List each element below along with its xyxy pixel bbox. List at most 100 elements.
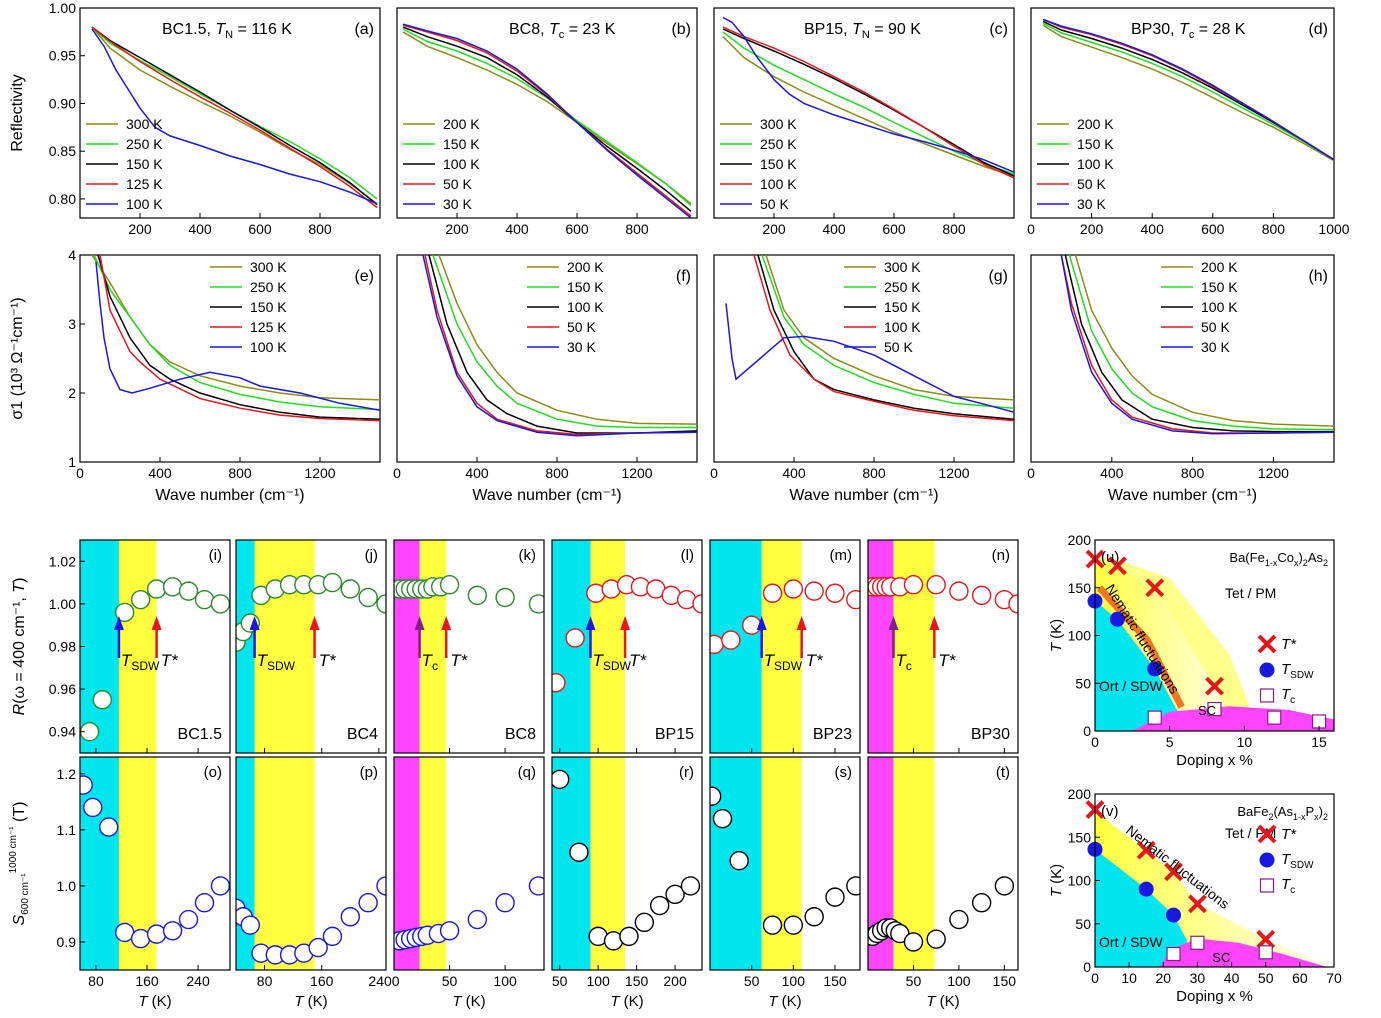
y-axis-label: T (K) bbox=[1048, 619, 1065, 652]
y-tick-label: 0.96 bbox=[49, 681, 76, 697]
x-tick-label: 800 bbox=[308, 221, 332, 237]
x-axis-label: T (K) bbox=[610, 993, 643, 1010]
text-part: Co bbox=[1277, 550, 1294, 565]
legend-label: TSDW bbox=[1281, 661, 1314, 681]
legend-label: 50 K bbox=[443, 176, 472, 192]
series-line bbox=[95, 261, 380, 412]
markers bbox=[394, 575, 544, 614]
text-part: x bbox=[1314, 812, 1319, 822]
y-tick-label: 1.0 bbox=[57, 878, 77, 894]
x-tick-label: 600 bbox=[565, 221, 589, 237]
data-point bbox=[804, 907, 824, 927]
x-tick-label: 0 bbox=[1091, 970, 1099, 986]
data-point bbox=[825, 887, 845, 907]
tstar-marker bbox=[1145, 578, 1165, 598]
legend-label: 30 K bbox=[567, 339, 596, 355]
series-line bbox=[91, 255, 380, 401]
panel-title: BC8, Tc = 23 K bbox=[509, 21, 616, 41]
x-axis-label: Doping x % bbox=[1176, 752, 1253, 769]
text-part: SDW bbox=[774, 659, 803, 673]
phase-band bbox=[254, 757, 315, 970]
arrow-head bbox=[249, 616, 260, 630]
markers bbox=[868, 876, 1015, 952]
y-tick-label: 100 bbox=[1068, 873, 1092, 889]
x-tick-label: 800 bbox=[862, 465, 886, 481]
x-tick-label: 200 bbox=[1080, 221, 1104, 237]
x-tick-label: 600 bbox=[882, 221, 906, 237]
arrow-label: TSDW bbox=[764, 651, 803, 673]
data-point bbox=[83, 797, 103, 818]
legend-label: 300 K bbox=[126, 116, 163, 132]
x-tick-label: 600 bbox=[248, 221, 272, 237]
legend-label: 250 K bbox=[250, 279, 287, 295]
arrow-head bbox=[796, 616, 807, 630]
tc-marker bbox=[1166, 946, 1181, 962]
x-axis-label: T (K) bbox=[294, 993, 327, 1010]
x-tick-label: 800 bbox=[545, 465, 569, 481]
panel-label: (i) bbox=[209, 547, 222, 564]
legend-tstar bbox=[1257, 634, 1277, 654]
y-tick-label: 1.02 bbox=[49, 553, 76, 569]
x-tick-label: 1200 bbox=[1258, 465, 1289, 481]
text-part: T bbox=[422, 651, 434, 670]
phase-band bbox=[394, 540, 420, 753]
x-tick-label: 0 bbox=[1027, 465, 1035, 481]
x-tick-label: 150 bbox=[625, 973, 649, 989]
panel-m: (m) BP23 TSDW T* bbox=[709, 539, 861, 754]
text-part: T bbox=[294, 993, 305, 1010]
markers bbox=[394, 876, 544, 951]
arrow-label: TSDW bbox=[121, 651, 160, 673]
data-point bbox=[376, 594, 386, 614]
text-part: T bbox=[452, 993, 463, 1010]
x-tick-label: 1000 bbox=[1318, 221, 1349, 237]
text-part: c bbox=[1189, 29, 1195, 41]
text-part: (As bbox=[1273, 804, 1293, 819]
x-tick-label: 100 bbox=[947, 973, 971, 989]
panel-j: (j) BC4 TSDW T* bbox=[235, 539, 387, 754]
data-point bbox=[467, 909, 488, 930]
markers bbox=[710, 786, 860, 935]
panel-label: (t) bbox=[996, 764, 1010, 781]
sample-label: BP30 bbox=[971, 726, 1010, 743]
x-tick-label: 150 bbox=[823, 973, 847, 989]
series-line bbox=[432, 255, 697, 429]
x-tick-label: 200 bbox=[445, 221, 469, 237]
plot-frame bbox=[79, 7, 381, 219]
text-part: 2 bbox=[1268, 812, 1273, 822]
data-point bbox=[783, 579, 804, 599]
x-tick-label: 60 bbox=[1292, 970, 1308, 986]
markers bbox=[552, 769, 701, 951]
data-point bbox=[903, 932, 924, 952]
series-group bbox=[722, 16, 1014, 179]
y-tick-label: 3 bbox=[68, 316, 76, 332]
plot-frame bbox=[235, 756, 387, 971]
text-part: 2 bbox=[1303, 558, 1308, 568]
text-part: T* bbox=[806, 651, 824, 670]
text-part: (K) bbox=[1048, 864, 1065, 888]
series-line bbox=[91, 28, 378, 205]
text-part: SDW bbox=[131, 659, 160, 673]
series-line bbox=[402, 26, 692, 212]
text-part: c bbox=[1290, 885, 1295, 896]
legend-label: 150 K bbox=[126, 156, 163, 172]
text-part: T bbox=[610, 993, 621, 1010]
text-part: SDW bbox=[603, 659, 632, 673]
text-part: Ba(Fe bbox=[1229, 550, 1264, 565]
data-point bbox=[926, 929, 946, 949]
arrow-label: TSDW bbox=[257, 651, 296, 673]
y-axis-label: σ1 (10³ Ω⁻¹cm⁻¹) bbox=[9, 297, 26, 419]
arrow-label: Tc bbox=[895, 651, 911, 673]
y-tick-label: 0 bbox=[1083, 959, 1091, 975]
phase-band bbox=[118, 540, 157, 753]
data-point bbox=[178, 581, 199, 601]
series-line bbox=[424, 255, 697, 436]
y-tick-label: 0.9 bbox=[57, 934, 77, 950]
x-tick-label: 240 bbox=[186, 973, 210, 989]
legend-label: 250 K bbox=[760, 136, 797, 152]
text-part: T* bbox=[1281, 826, 1297, 843]
x-tick-label: 200 bbox=[663, 973, 687, 989]
text-part: R bbox=[11, 703, 28, 715]
plot-frame bbox=[396, 7, 698, 219]
data-point bbox=[340, 579, 360, 599]
x-tick-label: 1200 bbox=[621, 465, 652, 481]
